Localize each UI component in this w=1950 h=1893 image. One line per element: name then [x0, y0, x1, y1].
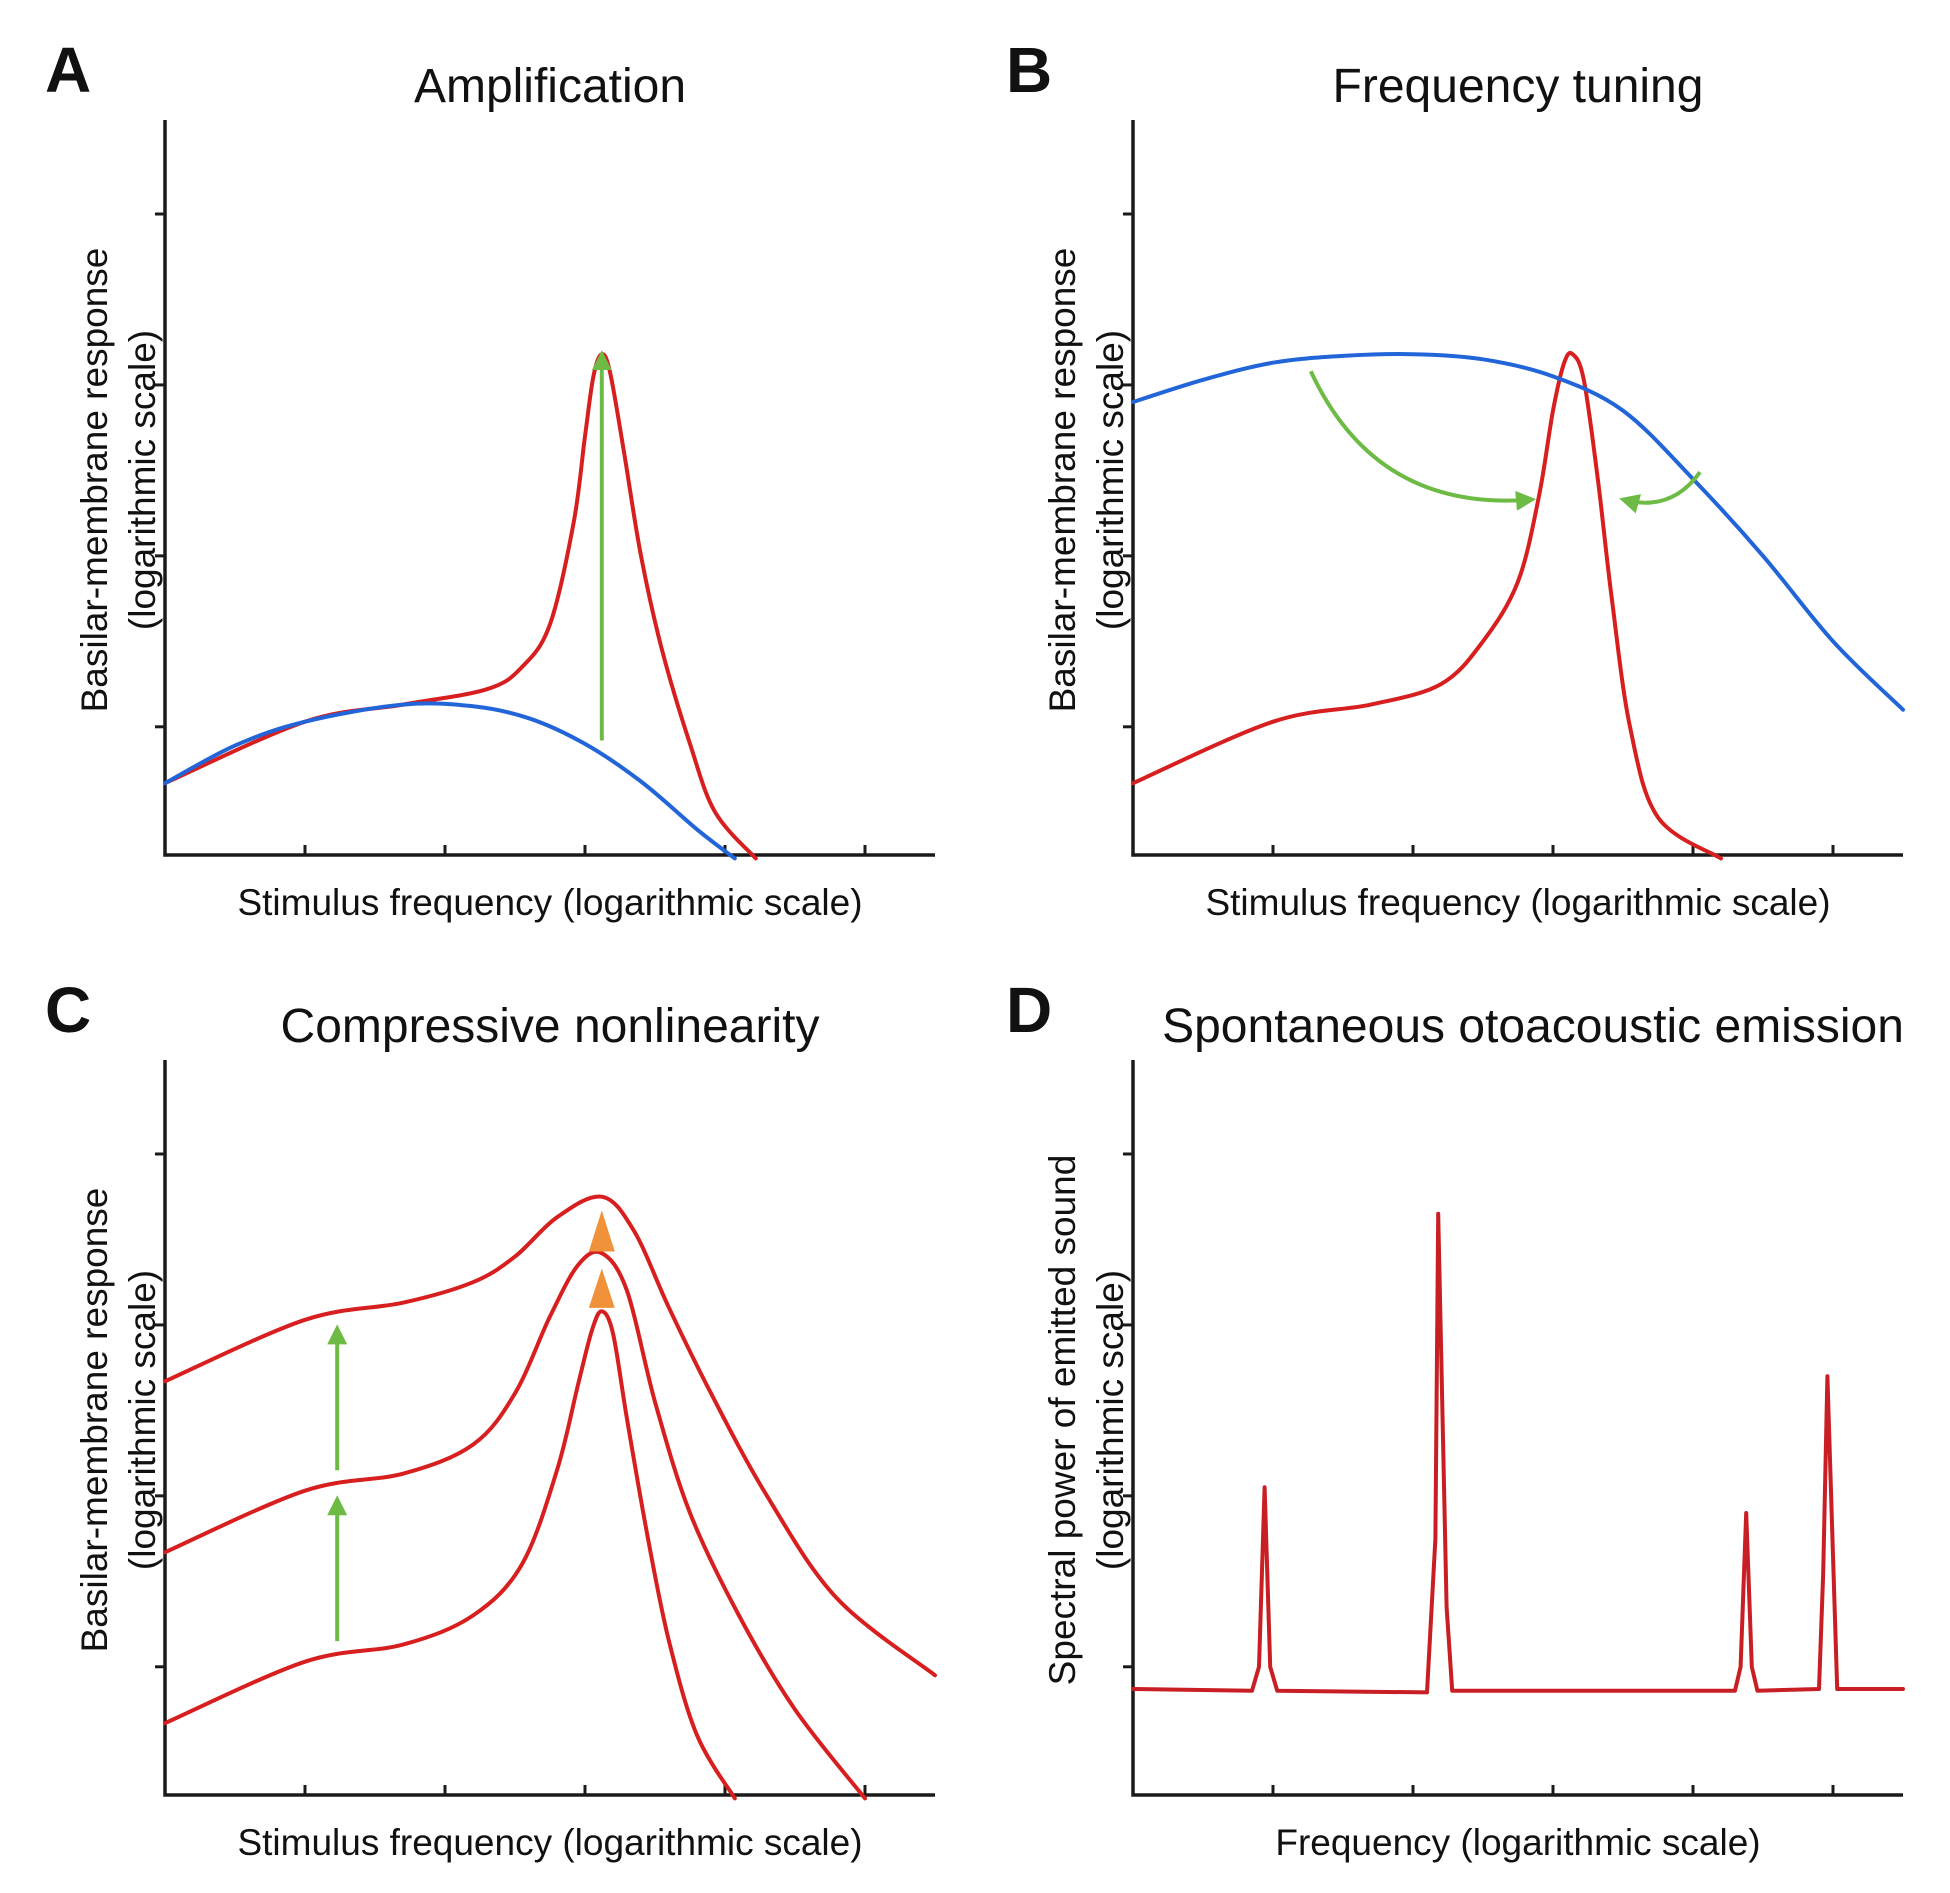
- panel-c-axes: [163, 1060, 935, 1797]
- panel-c-letter: C: [45, 974, 91, 1046]
- panel-b-arrow-2: [1619, 470, 1702, 514]
- panel-b-ylabel: Basilar-membrane response: [1042, 248, 1083, 713]
- panel-a: A Amplification Stimulus frequency (loga…: [45, 34, 935, 923]
- panel-a-series-2-line: [163, 701, 737, 861]
- panel-a-xlabel: Stimulus frequency (logarithmic scale): [237, 882, 862, 923]
- panel-d-series-1-line: [1131, 1211, 1905, 1695]
- panel-d-ylabel: Spectral power of emitted sound: [1042, 1155, 1083, 1686]
- panel-d-title: Spontaneous otoacoustic emission: [1162, 1000, 1904, 1053]
- panel-a-title: Amplification: [414, 60, 686, 113]
- panel-c-compression-arrowhead-2: [588, 1268, 615, 1308]
- panel-c-title: Compressive nonlinearity: [281, 1000, 820, 1053]
- panel-c-series-2-line: [163, 1249, 867, 1801]
- panel-b-letter: B: [1006, 34, 1052, 106]
- panel-a-series-1-line: [163, 352, 758, 861]
- panel-a-letter: A: [45, 34, 91, 106]
- panel-b-arrow-1: [1308, 370, 1536, 511]
- panel-a-ylabel-unit: (logarithmic scale): [122, 330, 163, 630]
- panel-c-ylabel: Basilar-membrane response: [74, 1188, 115, 1653]
- panel-d-axes: [1131, 1060, 1903, 1797]
- panel-b-series-1-line: [1131, 351, 1723, 861]
- panel-a-axes: [163, 120, 935, 857]
- panel-c-series-3-line: [163, 1194, 937, 1678]
- panel-b-xlabel: Stimulus frequency (logarithmic scale): [1205, 882, 1830, 923]
- panel-c-compression-arrowhead-3: [588, 1210, 615, 1252]
- panel-c-series-1-line: [163, 1309, 737, 1801]
- panel-c-plot: [155, 1060, 937, 1801]
- panel-b-plot: [1123, 120, 1905, 861]
- panel-b-title: Frequency tuning: [1333, 60, 1704, 113]
- panel-a-ylabel: Basilar-membrane response: [74, 248, 115, 713]
- panel-b-axes: [1131, 120, 1903, 857]
- panel-d-ylabel-unit: (logarithmic scale): [1090, 1270, 1131, 1570]
- panel-c-xlabel: Stimulus frequency (logarithmic scale): [237, 1822, 862, 1863]
- panel-d-letter: D: [1006, 974, 1052, 1046]
- panel-d: D Spontaneous otoacoustic emission Frequ…: [1006, 974, 1905, 1863]
- panel-b-series-2-line: [1131, 352, 1905, 712]
- panel-b-ylabel-unit: (logarithmic scale): [1090, 330, 1131, 630]
- panel-c-ylabel-unit: (logarithmic scale): [122, 1270, 163, 1570]
- panel-a-plot: [155, 120, 935, 861]
- panel-d-plot: [1123, 1060, 1905, 1797]
- panel-c: C Compressive nonlinearity Stimulus freq…: [45, 974, 937, 1863]
- panel-d-xlabel: Frequency (logarithmic scale): [1275, 1822, 1760, 1863]
- panel-b: B Frequency tuning Stimulus frequency (l…: [1006, 34, 1905, 923]
